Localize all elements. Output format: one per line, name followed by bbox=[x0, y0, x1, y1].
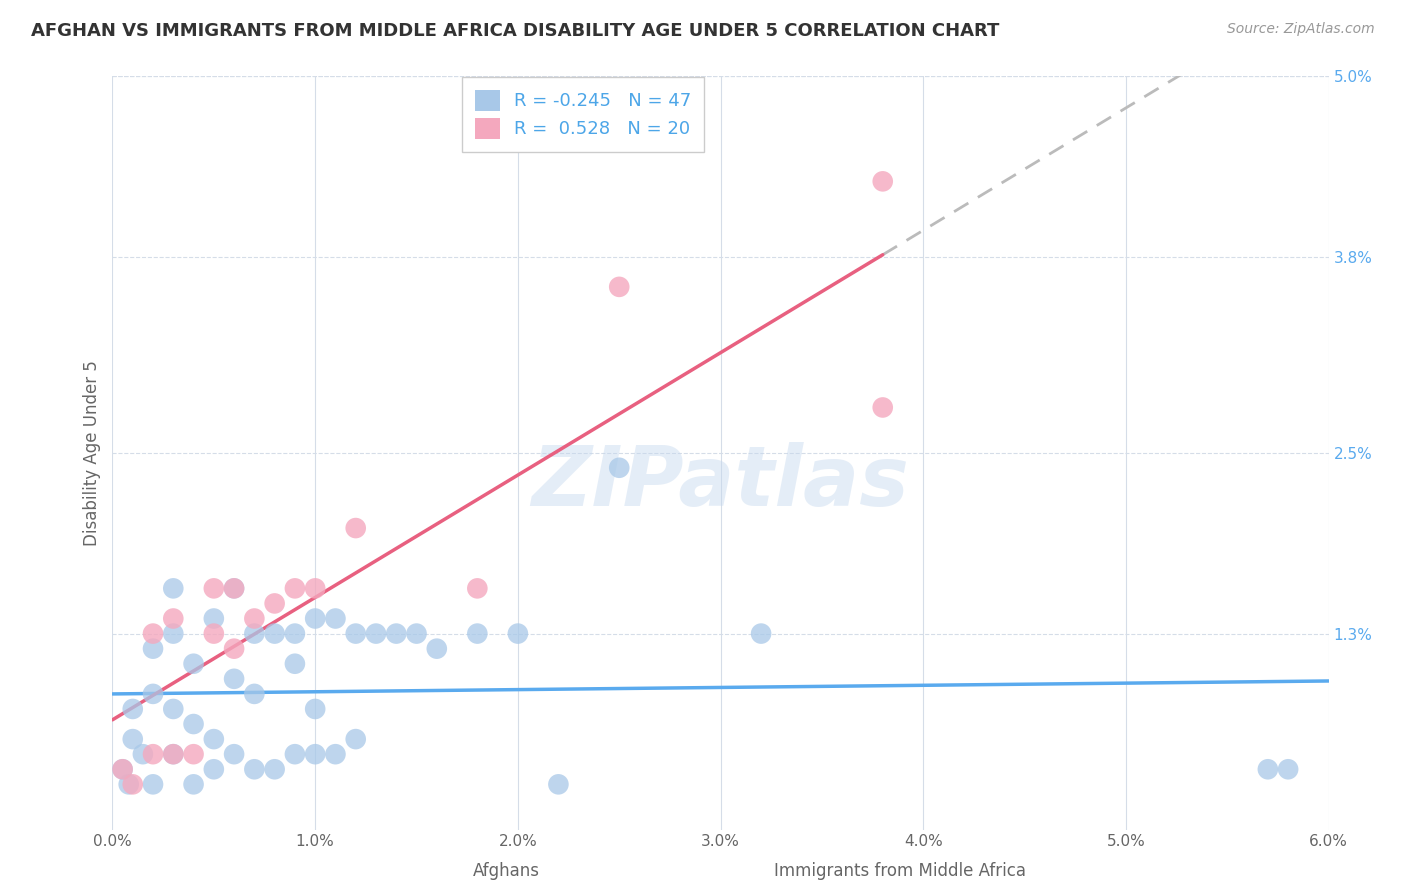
Point bbox=[162, 582, 184, 596]
Point bbox=[243, 762, 266, 776]
Point bbox=[183, 717, 205, 731]
Point bbox=[243, 611, 266, 625]
Y-axis label: Disability Age Under 5: Disability Age Under 5 bbox=[83, 359, 101, 546]
Point bbox=[222, 641, 246, 656]
Point bbox=[142, 687, 165, 701]
Point bbox=[749, 626, 772, 640]
Text: Afghans: Afghans bbox=[472, 863, 540, 880]
Point bbox=[304, 611, 326, 625]
Point bbox=[222, 747, 246, 761]
Point bbox=[222, 582, 246, 596]
Point bbox=[162, 626, 184, 640]
Point bbox=[162, 702, 184, 716]
Point bbox=[118, 777, 141, 791]
Point bbox=[222, 672, 246, 686]
Point bbox=[364, 626, 387, 640]
Point bbox=[304, 582, 326, 596]
Point bbox=[344, 521, 367, 535]
Point bbox=[426, 641, 449, 656]
Point bbox=[142, 747, 165, 761]
Point bbox=[325, 747, 347, 761]
Point bbox=[243, 687, 266, 701]
Point bbox=[183, 657, 205, 671]
Point bbox=[202, 762, 225, 776]
Point bbox=[325, 611, 347, 625]
Point bbox=[304, 702, 326, 716]
Text: AFGHAN VS IMMIGRANTS FROM MIDDLE AFRICA DISABILITY AGE UNDER 5 CORRELATION CHART: AFGHAN VS IMMIGRANTS FROM MIDDLE AFRICA … bbox=[31, 22, 1000, 40]
Point bbox=[872, 401, 894, 415]
Point bbox=[243, 626, 266, 640]
Text: Immigrants from Middle Africa: Immigrants from Middle Africa bbox=[773, 863, 1026, 880]
Point bbox=[344, 626, 367, 640]
Point bbox=[405, 626, 427, 640]
Point bbox=[142, 626, 165, 640]
Point bbox=[467, 582, 489, 596]
Point bbox=[547, 777, 569, 791]
Point bbox=[607, 460, 630, 475]
Text: ZIPatlas: ZIPatlas bbox=[531, 442, 910, 524]
Point bbox=[607, 280, 630, 294]
Point bbox=[284, 626, 307, 640]
Point bbox=[121, 732, 143, 747]
Point bbox=[162, 747, 184, 761]
Point bbox=[121, 777, 143, 791]
Point bbox=[202, 626, 225, 640]
Point bbox=[284, 582, 307, 596]
Point bbox=[183, 747, 205, 761]
Point bbox=[344, 732, 367, 747]
Point bbox=[506, 626, 529, 640]
Point bbox=[202, 611, 225, 625]
Point bbox=[263, 596, 285, 610]
Text: Source: ZipAtlas.com: Source: ZipAtlas.com bbox=[1227, 22, 1375, 37]
Legend: R = -0.245   N = 47, R =  0.528   N = 20: R = -0.245 N = 47, R = 0.528 N = 20 bbox=[463, 78, 704, 152]
Point bbox=[284, 747, 307, 761]
Point bbox=[284, 657, 307, 671]
Point bbox=[142, 777, 165, 791]
Point bbox=[111, 762, 134, 776]
Point bbox=[1277, 762, 1299, 776]
Point bbox=[872, 174, 894, 188]
Point bbox=[222, 582, 246, 596]
Point bbox=[385, 626, 408, 640]
Point bbox=[1257, 762, 1279, 776]
Point bbox=[183, 777, 205, 791]
Point bbox=[142, 641, 165, 656]
Point bbox=[263, 762, 285, 776]
Point bbox=[121, 702, 143, 716]
Point bbox=[132, 747, 155, 761]
Point bbox=[202, 732, 225, 747]
Point bbox=[162, 747, 184, 761]
Point bbox=[263, 626, 285, 640]
Point bbox=[202, 582, 225, 596]
Point bbox=[111, 762, 134, 776]
Point bbox=[304, 747, 326, 761]
Point bbox=[467, 626, 489, 640]
Point bbox=[162, 611, 184, 625]
